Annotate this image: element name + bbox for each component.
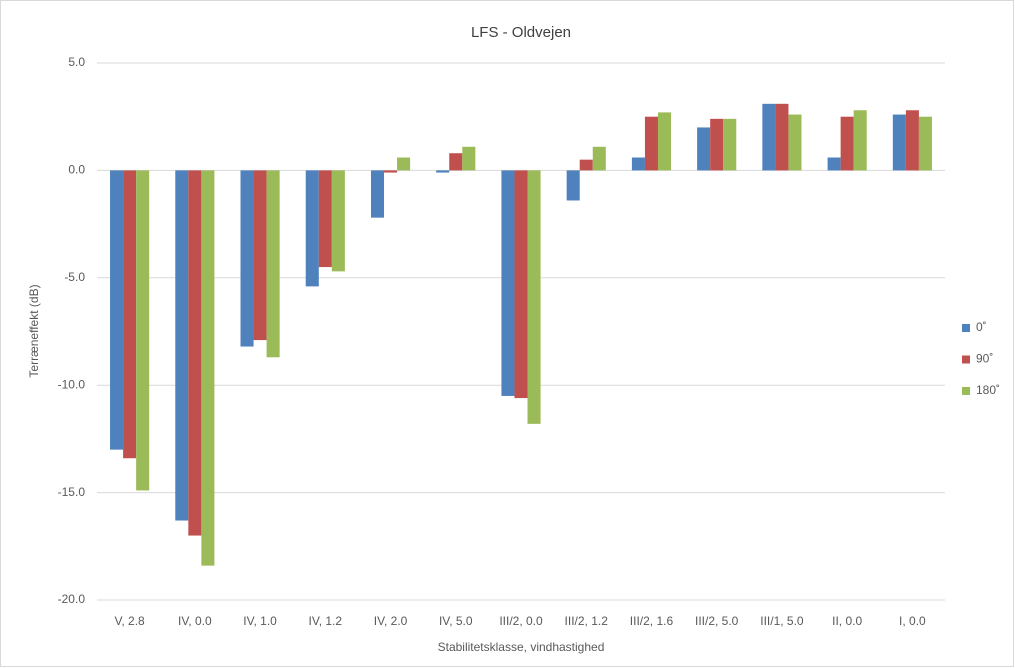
bar	[188, 170, 202, 536]
bar	[892, 114, 906, 171]
y-tick-label: -10.0	[58, 377, 86, 391]
bar	[384, 170, 398, 173]
bar	[579, 159, 593, 171]
bar	[462, 146, 476, 171]
bar	[566, 170, 580, 201]
x-tick-label: V, 2.8	[114, 614, 145, 628]
bar	[775, 103, 789, 171]
bar	[723, 118, 737, 171]
x-tick-label: III/2, 5.0	[695, 614, 739, 628]
x-tick-label: IV, 1.0	[243, 614, 277, 628]
bar	[840, 116, 854, 171]
legend-label: 0˚	[976, 320, 987, 334]
bar	[397, 157, 411, 171]
bar	[710, 118, 724, 171]
bar	[449, 153, 463, 171]
x-tick-label: III/2, 0.0	[499, 614, 543, 628]
y-axis-label: Terræneffekt (dB)	[27, 284, 41, 377]
legend-label: 90˚	[976, 352, 993, 366]
bar	[501, 170, 515, 396]
x-tick-label: III/2, 1.2	[565, 614, 609, 628]
bar	[905, 110, 919, 171]
bar	[266, 170, 280, 358]
bar	[631, 157, 645, 171]
bar	[514, 170, 528, 399]
bar	[253, 170, 267, 341]
bar	[110, 170, 124, 450]
legend-swatch	[962, 324, 970, 332]
bar	[827, 157, 841, 171]
y-tick-label: 0.0	[68, 163, 85, 177]
bar	[436, 170, 450, 173]
bar	[201, 170, 215, 566]
bar	[918, 116, 932, 171]
bar	[853, 110, 867, 171]
x-tick-label: IV, 5.0	[439, 614, 473, 628]
x-tick-label: IV, 1.2	[309, 614, 343, 628]
bar	[592, 146, 606, 171]
x-tick-label: IV, 0.0	[178, 614, 212, 628]
bar	[762, 103, 776, 171]
x-tick-label: II, 0.0	[832, 614, 862, 628]
bar	[331, 170, 345, 272]
chart-title: LFS - Oldvejen	[471, 24, 571, 41]
x-axis-label: Stabilitetsklasse, vindhastighed	[438, 640, 605, 654]
bar	[527, 170, 541, 424]
bar	[175, 170, 189, 521]
bar	[318, 170, 332, 268]
y-tick-label: 5.0	[68, 55, 85, 69]
y-tick-label: -20.0	[58, 592, 86, 606]
bar	[123, 170, 137, 459]
bar	[644, 116, 658, 171]
bar	[697, 127, 711, 171]
x-tick-label: III/2, 1.6	[630, 614, 674, 628]
bar	[136, 170, 150, 491]
y-tick-label: -5.0	[64, 270, 85, 284]
bar	[240, 170, 254, 347]
legend-swatch	[962, 355, 970, 364]
x-tick-label: III/1, 5.0	[760, 614, 804, 628]
bar	[305, 170, 319, 287]
x-tick-label: IV, 2.0	[374, 614, 408, 628]
x-tick-label: I, 0.0	[899, 614, 926, 628]
bar	[788, 114, 802, 171]
bar	[657, 112, 672, 171]
legend-label: 180˚	[976, 383, 1000, 397]
y-tick-label: -15.0	[58, 485, 86, 499]
legend-swatch	[962, 387, 970, 395]
bar	[370, 170, 385, 218]
